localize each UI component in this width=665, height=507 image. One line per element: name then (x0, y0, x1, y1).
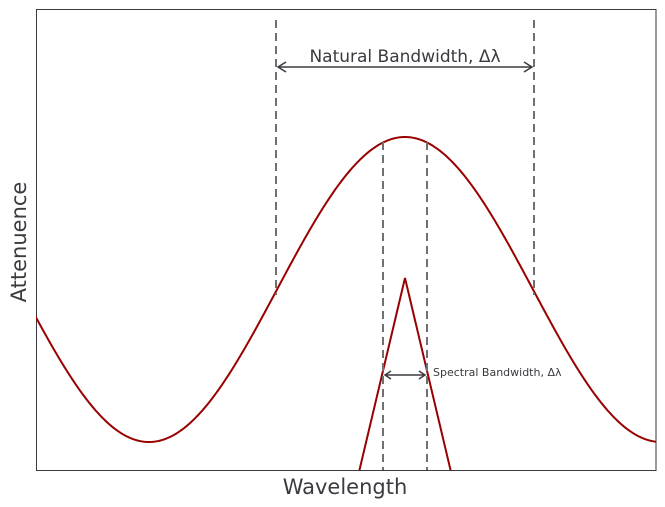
absorption-curve (36, 136, 656, 443)
y-axis-label: Attenuence (7, 182, 31, 303)
natural-bandwidth-arrow (276, 61, 534, 73)
plot-frame (36, 9, 657, 471)
spectral-slit-triangle (358, 277, 452, 470)
natural-bandwidth-label: Natural Bandwidth, Δλ (309, 47, 500, 67)
spectral-bandwidth-label: Spectral Bandwidth, Δλ (433, 366, 562, 379)
spectral-bandwidth-arrow (383, 370, 427, 380)
x-axis-label: Wavelength (283, 475, 408, 499)
